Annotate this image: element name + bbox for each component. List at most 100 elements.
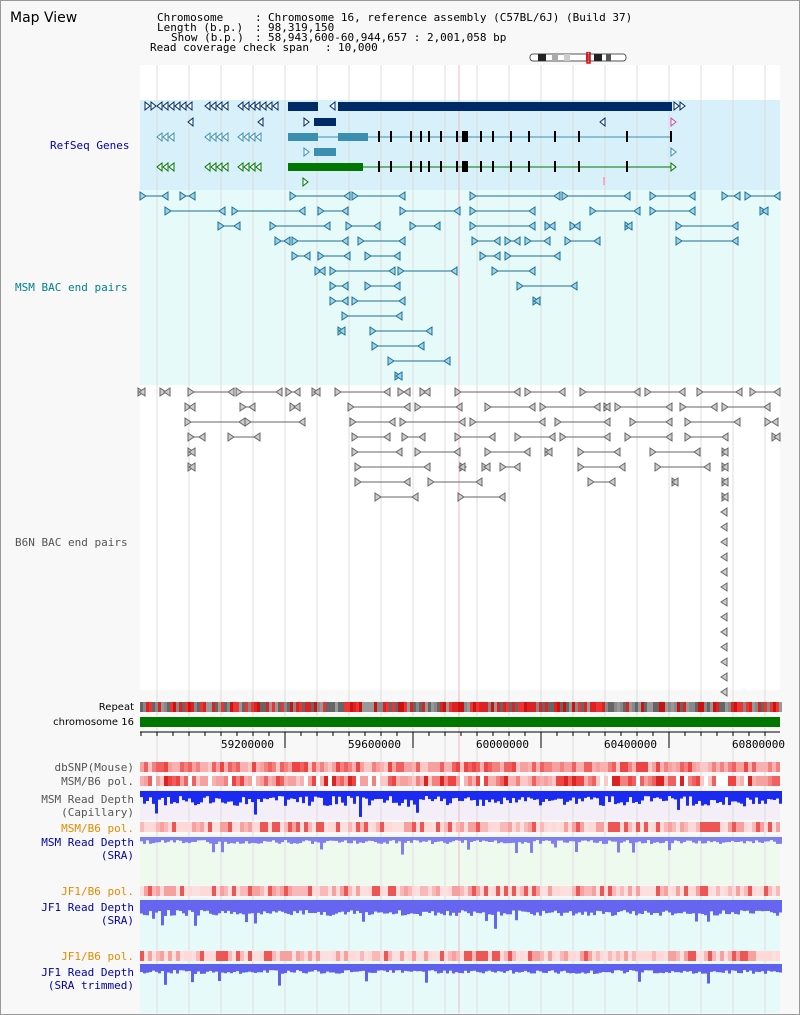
read-depth-bar [272, 964, 275, 971]
polymorphism-cell [572, 822, 576, 832]
read-depth-bar [428, 837, 431, 841]
read-depth-bar [251, 837, 254, 843]
read-depth-bar [680, 900, 683, 914]
exon-tick [626, 131, 628, 142]
read-depth-bar [416, 791, 419, 813]
read-depth-bar [548, 791, 551, 801]
read-depth-bar [773, 900, 776, 914]
read-depth-bar [392, 791, 395, 803]
repeat-element [443, 702, 446, 712]
polymorphism-cell [304, 762, 308, 772]
polymorphism-cell [388, 822, 392, 832]
track-label-jf1-depth-trimmed[interactable]: JF1 Read Depth [41, 966, 134, 979]
read-depth-bar [296, 900, 299, 914]
read-depth-bar [176, 837, 179, 841]
track-label-msm-b6-pol[interactable]: MSM/B6 pol. [61, 775, 134, 788]
read-depth-bar [209, 837, 212, 844]
polymorphism-cell [332, 886, 336, 896]
read-depth-bar [311, 900, 314, 913]
polymorphism-cell [744, 886, 748, 896]
strand-arrow [257, 116, 264, 128]
refseq-genes-track [144, 100, 686, 188]
polymorphism-cell [604, 762, 608, 772]
read-depth-bar [665, 837, 668, 842]
track-label-msm-b6-pol-2[interactable]: MSM/B6 pol. [61, 822, 134, 835]
polymorphism-cell [628, 822, 632, 832]
read-depth-bar [695, 791, 698, 804]
polymorphism-cell [344, 822, 348, 832]
polymorphism-cell [484, 951, 488, 961]
bac-end-marker [138, 387, 146, 397]
bac-end-marker [720, 567, 728, 577]
read-depth-bar [563, 900, 566, 913]
track-label-jf1-b6-pol-2[interactable]: JF1/B6 pol. [61, 950, 134, 963]
track-label-jf1-b6-pol[interactable]: JF1/B6 pol. [61, 885, 134, 898]
polymorphism-cell [756, 822, 760, 832]
polymorphism-cell [440, 822, 444, 832]
repeat-element [206, 702, 209, 712]
bac-end-marker [399, 206, 407, 216]
read-depth-bar [779, 964, 782, 973]
read-depth-bar [251, 964, 254, 973]
polymorphism-cell [656, 822, 660, 832]
read-depth-bar [740, 900, 743, 911]
read-depth-bar [194, 900, 197, 926]
track-label-refseq[interactable]: RefSeq Genes [50, 139, 130, 152]
read-depth-bar [200, 964, 203, 974]
polymorphism-cell [728, 951, 732, 961]
track-label-b6n-bac[interactable]: B6N BAC end pairs [15, 536, 128, 549]
polymorphism-cell [260, 776, 264, 786]
polymorphism-cell [768, 951, 772, 961]
read-depth-bar [776, 837, 779, 844]
polymorphism-cell [616, 951, 620, 961]
bac-end-marker [388, 417, 396, 427]
strand-arrow [216, 161, 223, 173]
read-depth-bar [551, 964, 554, 971]
read-depth-bar [716, 837, 719, 843]
read-depth-bar [335, 791, 338, 805]
polymorphism-cell [328, 822, 332, 832]
polymorphism-cell [400, 776, 404, 786]
polymorphism-cell [280, 762, 284, 772]
bac-end-marker [498, 492, 506, 502]
track-label-jf1-depth-sra[interactable]: JF1 Read Depth [41, 901, 134, 914]
polymorphism-cell [228, 762, 232, 772]
read-depth-bar [419, 791, 422, 800]
track-label-msm-bac[interactable]: MSM BAC end pairs [15, 281, 128, 294]
track-label-dbsnp[interactable]: dbSNP(Mouse) [54, 761, 134, 774]
read-depth-bar [164, 964, 167, 985]
read-depth-bar [380, 964, 383, 971]
chromosome-ideogram[interactable] [528, 52, 630, 64]
polymorphism-cell [428, 776, 432, 786]
polymorphism-cell [540, 776, 544, 786]
repeat-element [626, 702, 629, 712]
polymorphism-cell [148, 762, 152, 772]
bac-end-marker [731, 236, 739, 246]
polymorphism-cell [628, 762, 632, 772]
read-depth-bar [203, 791, 206, 798]
polymorphism-cell [296, 822, 300, 832]
read-depth-bar [602, 900, 605, 914]
polymorphism-cell [544, 951, 548, 961]
read-depth-bar [152, 791, 155, 804]
polymorphism-cell [424, 822, 428, 832]
repeat-element [311, 702, 314, 712]
bac-end-marker [665, 432, 673, 442]
read-depth-bar [458, 791, 461, 801]
read-depth-bar [695, 964, 698, 974]
bac-end-marker [545, 447, 553, 457]
polymorphism-cell [208, 822, 212, 832]
read-depth-bar [185, 837, 188, 843]
read-depth-bar [197, 964, 200, 972]
read-depth-bar [689, 900, 692, 914]
track-label-msm-depth-sra[interactable]: MSM Read Depth [41, 836, 134, 849]
read-depth-bar [575, 837, 578, 853]
read-depth-bar [320, 791, 323, 798]
polymorphism-cell [572, 762, 576, 772]
repeat-element [629, 702, 632, 712]
track-label-msm-depth-capillary[interactable]: MSM Read Depth [41, 793, 134, 806]
read-depth-bar [293, 900, 296, 912]
read-depth-bar [467, 791, 470, 798]
read-depth-bar [470, 964, 473, 972]
polymorphism-cell [360, 762, 364, 772]
